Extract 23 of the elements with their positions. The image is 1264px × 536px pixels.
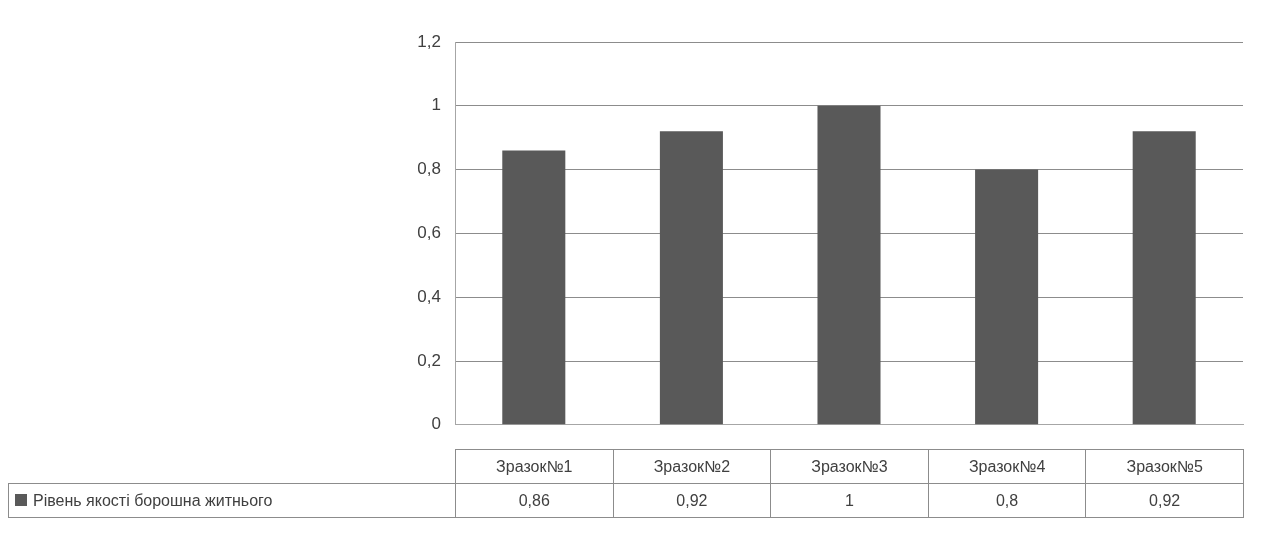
x-tick-label: Зразок№5 [1085,449,1244,484]
y-tick-label: 0,2 [417,350,441,370]
text: 0,92 [1149,491,1181,509]
bar [975,169,1039,425]
y-tick-label: 0 [431,414,441,434]
y-tick-label: 1 [431,95,441,115]
y-tick-label: 0,6 [417,223,441,243]
bar [1132,131,1196,425]
bar [659,131,723,425]
y-tick-label: 1,2 [417,31,441,51]
x-tick-label: Зразок№3 [770,449,929,484]
bar [817,105,881,425]
x-tick-label: Зразок№1 [455,449,614,484]
x-tick-label: Зразок№4 [928,449,1086,484]
x-tick-label: Зразок№2 [613,449,771,484]
y-tick-label: 0,8 [417,159,441,179]
y-tick-label: 0,4 [417,286,441,306]
legend-label: Рівень якості борошна житнього [33,491,273,509]
text: 0,92 [676,491,708,509]
text: 1 [845,491,854,509]
bar [502,150,566,425]
text: 0,8 [995,491,1019,509]
text: 0,86 [518,491,550,509]
